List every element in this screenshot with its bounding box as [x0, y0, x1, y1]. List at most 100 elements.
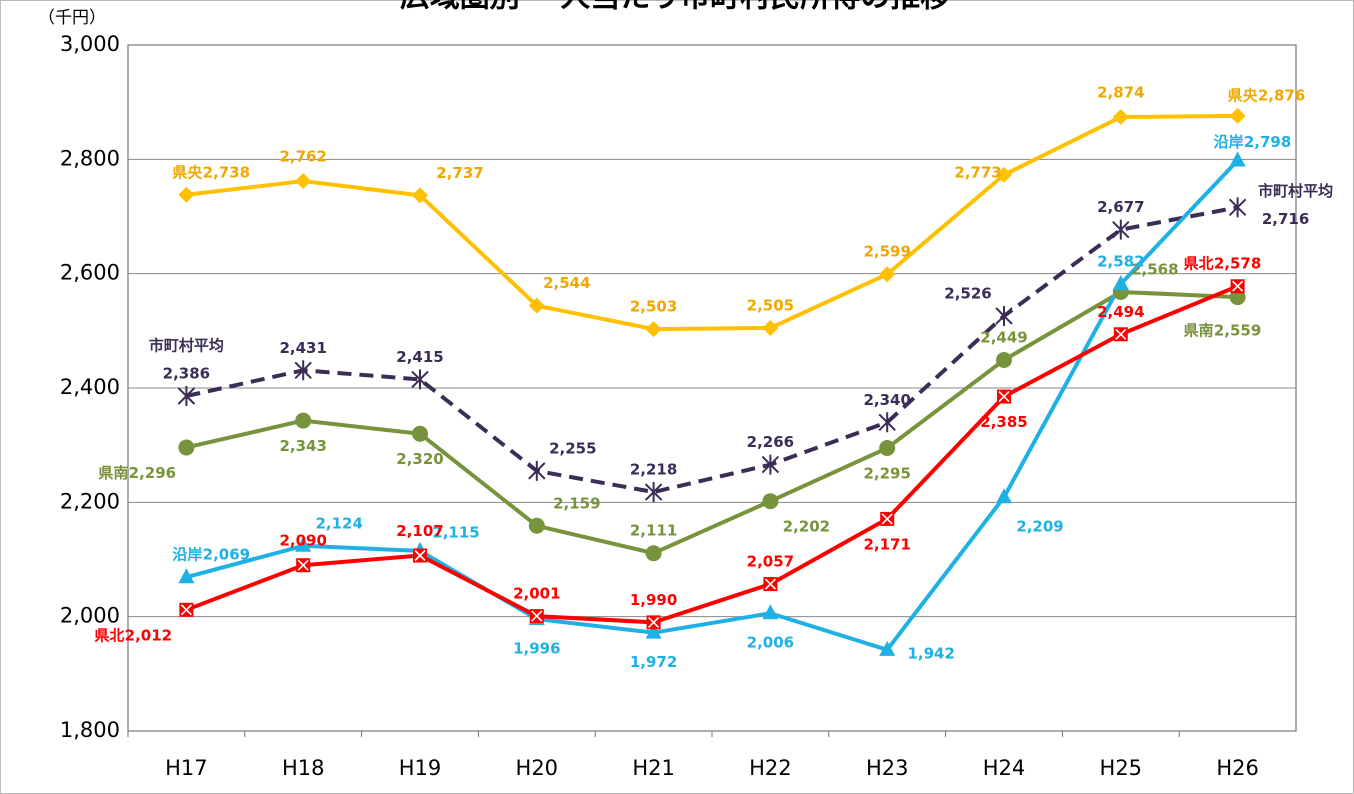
data-label: 2,874 — [1097, 84, 1144, 102]
series-name-label: 県北 — [1184, 255, 1214, 273]
data-label: 2,012 — [125, 626, 172, 644]
marker — [878, 412, 896, 433]
marker — [879, 640, 896, 656]
data-label: 2,001 — [513, 585, 560, 603]
y-tick-label: 2,400 — [60, 375, 120, 399]
marker — [294, 360, 312, 381]
data-label: 2,503 — [630, 298, 677, 316]
marker — [295, 536, 312, 552]
chart-title: 広域圏別 一人当たり市町村民所得の推移 — [400, 0, 950, 15]
data-label: 2,202 — [783, 518, 830, 536]
marker — [763, 577, 778, 592]
marker-cross — [1115, 328, 1127, 340]
data-label: 2,599 — [863, 243, 910, 261]
data-label: 2,431 — [279, 339, 326, 357]
marker — [1229, 107, 1246, 124]
marker — [528, 460, 546, 481]
marker — [529, 609, 544, 624]
data-label: 2,320 — [396, 450, 443, 468]
x-tick-label: H20 — [516, 756, 559, 780]
marker — [528, 297, 545, 314]
marker — [1112, 274, 1129, 290]
data-label: 2,505 — [747, 296, 794, 314]
data-label: 2,762 — [279, 148, 326, 166]
marker — [762, 319, 779, 336]
series-name-label: 県北 — [94, 626, 124, 644]
series-line — [186, 113, 1238, 332]
marker — [296, 558, 311, 573]
series-name-label: 沿岸 — [172, 546, 202, 564]
data-label: 2,559 — [1214, 322, 1261, 340]
series-line — [185, 159, 1240, 652]
marker — [178, 568, 195, 584]
marker — [761, 454, 780, 475]
marker — [412, 425, 428, 442]
series-line — [185, 284, 1239, 625]
data-label: 2,494 — [1097, 303, 1144, 321]
series-line — [185, 289, 1238, 556]
marker — [645, 545, 662, 562]
x-tick-label: H25 — [1100, 756, 1143, 780]
marker — [645, 321, 662, 338]
x-tick-label: H18 — [282, 756, 325, 780]
marker — [996, 488, 1012, 504]
data-label: 1,996 — [513, 639, 560, 657]
data-label: 2,069 — [203, 546, 250, 564]
data-label: 2,578 — [1214, 255, 1261, 273]
data-label: 2,295 — [863, 465, 910, 483]
series-name-label: 県南 — [1184, 322, 1214, 340]
marker — [1112, 219, 1130, 240]
data-label: 2,171 — [863, 535, 910, 553]
marker — [879, 266, 896, 283]
data-label: 2,415 — [396, 348, 443, 366]
data-label: 1,990 — [630, 591, 677, 609]
data-label: 2,266 — [747, 433, 794, 451]
marker-cross — [881, 513, 893, 525]
marker-cross — [297, 559, 309, 571]
marker — [178, 439, 195, 456]
marker-cross — [531, 610, 543, 622]
data-label: 1,942 — [907, 644, 954, 662]
marker — [996, 166, 1012, 183]
marker — [411, 369, 429, 390]
data-label: 2,798 — [1244, 133, 1291, 151]
series-name-label: 県央 — [1228, 86, 1259, 104]
series-name-label: 沿岸 — [1214, 133, 1244, 151]
data-label: 2,568 — [1131, 260, 1178, 278]
marker — [1113, 327, 1128, 342]
y-tick-label: 3,000 — [60, 32, 120, 56]
data-label: 2,159 — [553, 494, 600, 512]
data-label: 2,340 — [863, 391, 910, 409]
data-label: 2,449 — [980, 328, 1027, 346]
data-label: 2,090 — [279, 532, 326, 550]
marker — [879, 440, 896, 457]
y-tick-label: 2,200 — [60, 489, 120, 513]
marker — [646, 615, 661, 630]
data-label: 2,582 — [1097, 252, 1144, 270]
series-name-label: 県南 — [98, 464, 128, 482]
x-tick-label: H22 — [749, 756, 792, 780]
data-label: 2,111 — [630, 522, 677, 540]
series-name-label: 市町村平均 — [1258, 182, 1333, 200]
marker — [1229, 151, 1246, 167]
data-label: 1,972 — [630, 653, 677, 671]
marker — [762, 493, 779, 510]
data-label: 2,876 — [1258, 86, 1305, 104]
marker — [1230, 279, 1245, 294]
marker — [996, 351, 1012, 368]
data-label: 2,677 — [1097, 198, 1144, 216]
data-label: 2,544 — [543, 274, 590, 292]
marker-cross — [998, 391, 1010, 403]
data-label: 2,006 — [747, 634, 794, 652]
marker — [177, 386, 196, 407]
marker — [1112, 109, 1129, 126]
data-label: 2,716 — [1262, 210, 1309, 228]
marker — [179, 602, 194, 617]
data-label: 2,296 — [129, 464, 176, 482]
marker — [413, 548, 427, 563]
x-tick-label: H24 — [983, 756, 1026, 780]
data-label: 2,526 — [944, 284, 991, 302]
marker — [644, 482, 663, 503]
